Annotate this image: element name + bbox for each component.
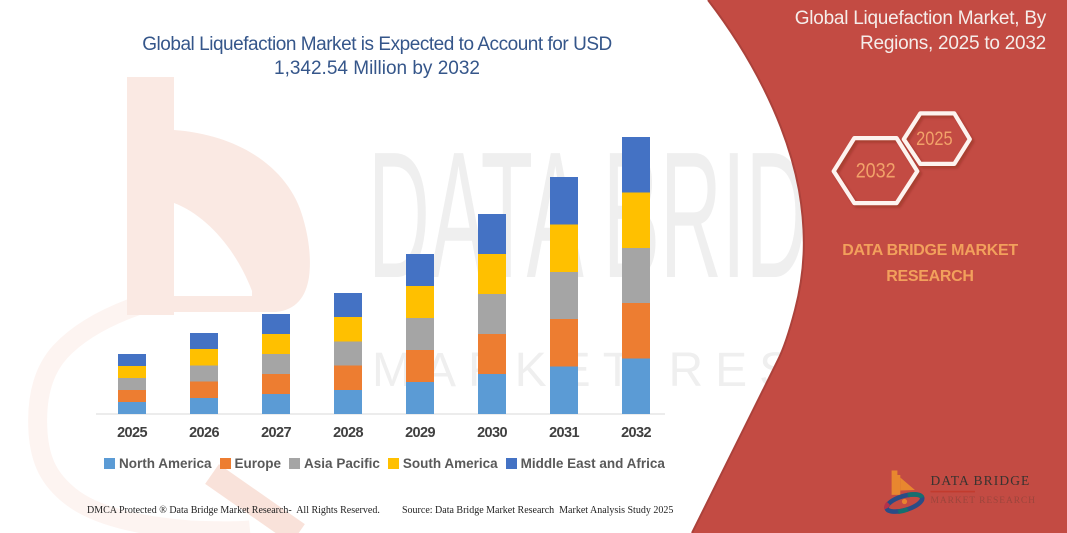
svg-text:DATA BRIDGE: DATA BRIDGE [931, 473, 1031, 488]
svg-text:MARKET RESEARCH: MARKET RESEARCH [931, 496, 1036, 506]
svg-text:2025: 2025 [916, 128, 953, 150]
svg-text:2032: 2032 [856, 159, 896, 183]
